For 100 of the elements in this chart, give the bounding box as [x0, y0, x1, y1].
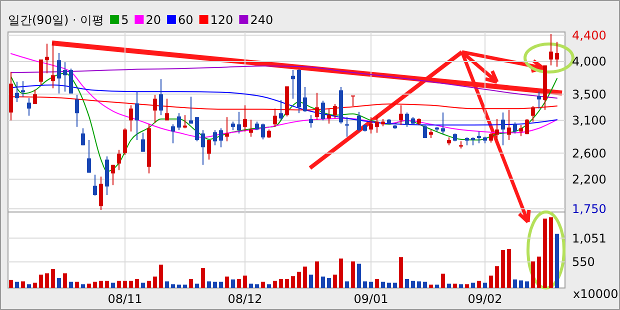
bar — [45, 273, 49, 288]
candlestick — [327, 108, 331, 124]
bar — [99, 280, 103, 288]
candlestick — [309, 114, 313, 128]
candlestick — [249, 119, 253, 138]
bar — [33, 282, 37, 288]
bar — [135, 278, 139, 288]
candlestick — [81, 128, 85, 146]
bar — [111, 282, 115, 288]
candlestick — [291, 69, 295, 100]
candlestick — [315, 92, 319, 120]
y-tick-label: 1,051 — [572, 231, 606, 246]
bar — [429, 284, 433, 288]
candlestick — [123, 128, 127, 156]
line-series — [10, 66, 558, 99]
candlestick — [141, 132, 145, 152]
bar — [261, 282, 265, 288]
bar — [291, 276, 295, 288]
y-tick-label: 4,000 — [572, 54, 606, 69]
bar — [123, 280, 127, 288]
legend-label: 5 — [121, 13, 129, 27]
bar — [453, 284, 457, 288]
bar — [441, 274, 445, 288]
bar — [327, 278, 331, 288]
bar — [501, 250, 505, 288]
candlestick — [63, 62, 67, 92]
candlestick — [261, 123, 265, 140]
candlestick — [177, 112, 181, 131]
candlestick — [537, 91, 541, 110]
candlestick — [45, 43, 49, 74]
candlestick — [117, 149, 121, 171]
bar — [57, 278, 61, 288]
candlestick — [213, 130, 217, 146]
candlestick — [441, 112, 445, 134]
bar — [225, 276, 229, 288]
bar — [387, 282, 391, 288]
candlestick — [159, 78, 163, 116]
legend-label: 20 — [146, 13, 161, 27]
bar — [471, 282, 475, 288]
x-tick-label: 09/02 — [468, 292, 502, 306]
bar — [81, 284, 85, 288]
candlestick — [507, 109, 511, 140]
y-tick-label: 4,400 — [572, 28, 606, 42]
bar — [147, 280, 151, 288]
bar — [69, 282, 73, 288]
bar — [351, 261, 355, 288]
bar — [303, 266, 307, 288]
y-tick-label: 3,500 — [572, 87, 606, 102]
legend-label: 60 — [178, 13, 194, 27]
candlestick — [489, 132, 493, 144]
bar — [513, 279, 517, 288]
candlestick — [243, 104, 247, 132]
bar — [267, 284, 271, 288]
bar — [201, 268, 205, 288]
legend-label: 120 — [210, 13, 234, 27]
bar — [507, 249, 511, 288]
bar — [273, 280, 277, 288]
bar — [363, 281, 367, 288]
bar — [75, 282, 79, 288]
candlestick — [75, 94, 79, 128]
candlestick — [519, 124, 523, 137]
candlestick — [333, 104, 337, 119]
text: x10000 — [573, 287, 618, 302]
candlestick — [369, 116, 373, 134]
bar — [159, 264, 163, 288]
bar — [9, 280, 13, 288]
candlestick — [207, 140, 211, 160]
bar — [279, 278, 283, 288]
y-tick-label: 1,750 — [572, 202, 606, 216]
candlestick — [549, 33, 553, 66]
bar — [369, 282, 373, 288]
y-tick-label: 2,600 — [572, 146, 606, 160]
bar — [357, 264, 361, 288]
bar — [447, 284, 451, 288]
candlestick — [531, 105, 535, 122]
bar — [333, 274, 337, 288]
candlestick — [501, 112, 505, 146]
bar — [117, 280, 121, 288]
bar — [183, 284, 187, 288]
candlestick — [87, 140, 91, 174]
chart-title: 일간(90일) · 이평 — [8, 13, 104, 27]
bar — [309, 274, 313, 288]
x-tick-label: 08/11 — [108, 292, 142, 306]
bar — [237, 278, 241, 288]
bar — [435, 284, 439, 288]
bar — [21, 281, 25, 288]
bar — [171, 284, 175, 288]
bar — [51, 269, 55, 288]
candlestick — [321, 100, 325, 121]
bar — [393, 282, 397, 288]
bar — [207, 281, 211, 288]
bar — [465, 284, 469, 288]
candlestick — [303, 86, 307, 112]
candlestick — [153, 94, 157, 124]
candlestick — [495, 118, 499, 140]
bar — [15, 282, 19, 288]
candlestick — [225, 116, 229, 142]
candlestick — [195, 116, 199, 142]
y-tick-label: 550 — [572, 255, 595, 270]
legend-label: 240 — [250, 13, 274, 27]
